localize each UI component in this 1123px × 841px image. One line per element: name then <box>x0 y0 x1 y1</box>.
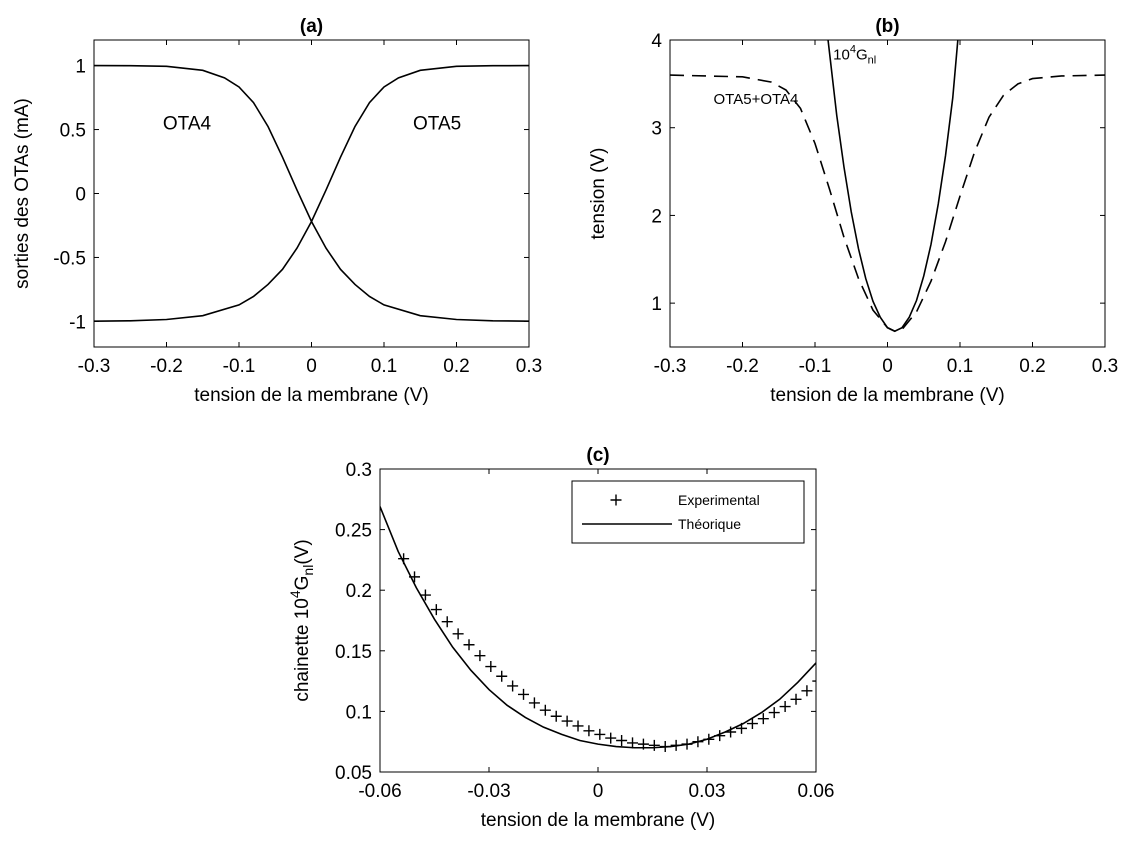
data-point-plus <box>812 680 816 682</box>
series-annotation: OTA5 <box>413 114 461 135</box>
x-tick-label: 0.06 <box>798 781 835 802</box>
x-axis-label: tension de la membrane (V) <box>481 810 715 831</box>
chart-title: (b) <box>875 16 899 37</box>
x-tick-label: 0.3 <box>516 356 542 377</box>
legend-label: Théorique <box>678 516 741 532</box>
y-tick-label: 2 <box>651 206 662 227</box>
data-point-plus <box>452 628 464 640</box>
x-tick-label: 0 <box>882 356 893 377</box>
panel-a: -0.3 -0.2 -0.1 0 0.1 0.2 0.3 -1 -0.5 0 0.5 1 (a) tens… <box>12 16 542 406</box>
x-tick-label: 0.03 <box>689 781 726 802</box>
x-tick-label: -0.1 <box>223 356 256 377</box>
plot-frame <box>669 39 1106 348</box>
x-tick-label: 0 <box>306 356 317 377</box>
data-point-plus <box>768 707 780 719</box>
series-line <box>380 506 816 749</box>
y-tick-label: 4 <box>651 31 662 52</box>
data-point-plus <box>594 728 606 740</box>
x-axis-label: tension de la membrane (V) <box>770 385 1004 406</box>
data-point-plus <box>746 718 758 730</box>
y-tick-label: 0.1 <box>346 702 372 723</box>
legend-marker-plus <box>610 494 622 506</box>
y-tick-label: -1 <box>69 312 86 333</box>
y-tick-label: 0.15 <box>335 642 372 663</box>
y-tick-label: 0.5 <box>60 121 86 142</box>
data-point-plus <box>518 688 530 700</box>
y-tick-label: 0.05 <box>335 763 372 784</box>
x-axis-label: tension de la membrane (V) <box>194 385 428 406</box>
x-tick-label: 0.1 <box>371 356 397 377</box>
chart-title: (c) <box>586 445 609 466</box>
data-point-plus <box>627 737 639 749</box>
data-point-plus <box>474 650 486 662</box>
series-line <box>670 74 1105 333</box>
series-group <box>670 40 1105 333</box>
data-point-plus <box>430 604 442 616</box>
data-point-plus <box>779 701 791 713</box>
y-tick-label: 0.3 <box>346 460 372 481</box>
series-annotation: 104Gnl <box>833 43 876 66</box>
data-point-plus <box>550 710 562 722</box>
plot-frame <box>93 39 530 348</box>
data-point-plus <box>561 715 573 727</box>
data-point-plus <box>605 732 617 744</box>
data-point-plus <box>419 589 431 601</box>
x-tick-label: -0.03 <box>467 781 510 802</box>
panel-b: -0.3 -0.2 -0.1 0 0.1 0.2 0.3 1 2 3 4 (b) tension de … <box>588 16 1118 406</box>
data-point-plus <box>441 616 453 628</box>
data-point-plus <box>463 639 475 651</box>
data-point-plus <box>583 725 595 737</box>
y-tick-label: -0.5 <box>53 248 86 269</box>
y-tick-label: 3 <box>651 119 662 140</box>
x-tick-label: -0.3 <box>78 356 111 377</box>
panel-c: -0.06 -0.03 0 0.03 0.06 0.05 0.1 0.15 0.2 0.25 0.3… <box>287 445 834 831</box>
chart-title: (a) <box>300 16 323 37</box>
y-tick-label: 0 <box>75 185 86 206</box>
series-annotation: OTA4 <box>163 114 212 135</box>
y-axis-label: chainette 104Gnl(V) <box>287 539 316 701</box>
legend-box <box>571 480 805 544</box>
data-point-plus <box>528 697 540 709</box>
data-point-plus <box>572 720 584 732</box>
x-tick-label: 0.3 <box>1092 356 1118 377</box>
data-point-plus <box>496 670 508 682</box>
x-tick-label: -0.1 <box>799 356 832 377</box>
legend: Experimental Théorique <box>571 480 805 544</box>
y-axis-label: sorties des OTAs (mA) <box>12 98 33 289</box>
data-point-plus <box>801 685 813 697</box>
x-tick-label: -0.06 <box>358 781 401 802</box>
x-tick-label: 0 <box>593 781 604 802</box>
y-axis-label: tension (V) <box>588 148 609 240</box>
y-tick-label: 1 <box>75 57 86 78</box>
x-tick-label: 0.2 <box>1019 356 1045 377</box>
x-tick-label: 0.1 <box>947 356 973 377</box>
series-line <box>827 40 959 333</box>
x-tick-label: 0.2 <box>443 356 469 377</box>
series-group <box>380 506 816 753</box>
data-point-plus <box>648 739 660 751</box>
data-point-plus <box>539 704 551 716</box>
series-annotation: OTA5+OTA4 <box>714 91 799 108</box>
data-point-plus <box>757 713 769 725</box>
series-line <box>94 64 529 322</box>
data-point-plus <box>485 661 497 673</box>
data-point-plus <box>616 734 628 746</box>
x-tick-label: -0.3 <box>654 356 687 377</box>
x-tick-label: -0.2 <box>150 356 183 377</box>
data-point-plus <box>790 693 802 705</box>
series-group <box>94 64 529 322</box>
x-tick-label: -0.2 <box>726 356 759 377</box>
data-point-plus <box>507 680 519 692</box>
y-tick-label: 1 <box>651 294 662 315</box>
legend-label: Experimental <box>678 492 760 508</box>
y-tick-label: 0.2 <box>346 581 372 602</box>
y-tick-label: 0.25 <box>335 521 372 542</box>
series-line <box>94 64 529 322</box>
